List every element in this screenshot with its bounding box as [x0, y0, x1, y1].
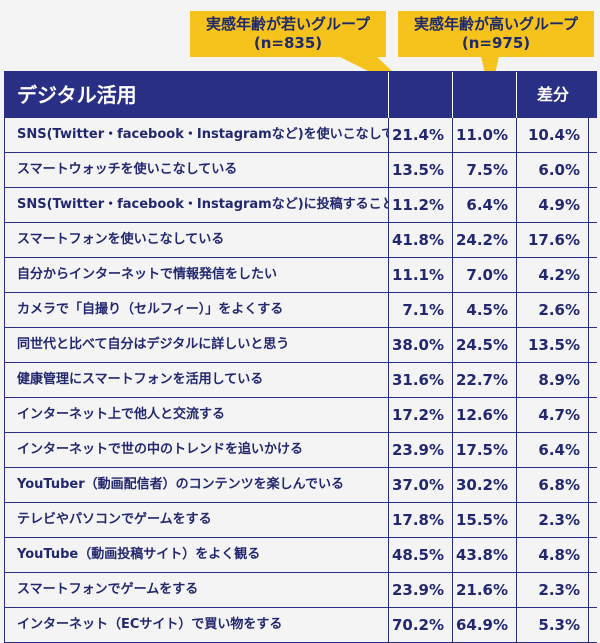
old-value: 11.0% [452, 118, 516, 152]
diff-value: 6.8% [516, 468, 589, 502]
diff-value: 2.6% [516, 293, 589, 327]
row-label: スマートフォンを使いこなしている [17, 232, 225, 247]
diff-value: 5.3% [516, 608, 589, 642]
header-diff: 差分 [516, 72, 589, 118]
table-row: 同世代と比べて自分はデジタルに詳しいと思う 38.0% 24.5% 13.5% [5, 328, 597, 363]
callout-young-title: 実感年齢が若いグループ [205, 15, 371, 33]
young-value: 7.1% [388, 293, 452, 327]
table-title: デジタル活用 [17, 83, 137, 107]
table-row: スマートフォンを使いこなしている 41.8% 24.2% 17.6% [5, 223, 597, 258]
young-value: 38.0% [388, 328, 452, 362]
row-label: インターネット上で他人と交流する [17, 407, 226, 422]
diff-value: 4.8% [516, 538, 589, 572]
young-value: 17.2% [388, 398, 452, 432]
old-value: 30.2% [452, 468, 516, 502]
diff-value: 17.6% [516, 223, 589, 257]
diff-value: 13.5% [516, 328, 589, 362]
old-value: 7.0% [452, 258, 516, 292]
young-value: 21.4% [388, 118, 452, 152]
old-value: 6.4% [452, 188, 516, 222]
table-row: YouTuber（動画配信者）のコンテンツを楽しんでいる 37.0% 30.2% 6.… [5, 468, 597, 503]
table-row: スマートフォンでゲームをする 23.9% 21.6% 2.3% [5, 573, 597, 608]
diff-value: 8.9% [516, 363, 589, 397]
table-row: 自分からインターネットで情報発信をしたい 11.1% 7.0% 4.2% [5, 258, 597, 293]
old-value: 4.5% [452, 293, 516, 327]
row-label: インターネット（ECサイト）で買い物をする [17, 617, 283, 632]
callout-old-title: 実感年齢が高いグループ [413, 15, 579, 33]
callout-young-n: (n=835) [253, 34, 323, 52]
row-label: SNS(Twitter・facebook・Instagramなど)に投稿すること… [17, 197, 388, 212]
row-label: YouTube（動画投稿サイト）をよく観る [17, 547, 261, 562]
row-label: インターネットで世の中のトレンドを追いかける [17, 442, 304, 457]
young-value: 37.0% [388, 468, 452, 502]
callout-old-n: (n=975) [461, 34, 531, 52]
table-row: テレビやパソコンでゲームをする 17.8% 15.5% 2.3% [5, 503, 597, 538]
row-label: 健康管理にスマートフォンを活用している [17, 372, 264, 387]
diff-value: 2.3% [516, 573, 589, 607]
young-value: 17.8% [388, 503, 452, 537]
old-value: 43.8% [452, 538, 516, 572]
table-row: スマートウォッチを使いこなしている 13.5% 7.5% 6.0% [5, 153, 597, 188]
table-row: カメラで「自撮り（セルフィー）」をよくする 7.1% 4.5% 2.6% [5, 293, 597, 328]
young-value: 23.9% [388, 573, 452, 607]
row-label: カメラで「自撮り（セルフィー）」をよくする [17, 302, 284, 317]
young-value: 11.1% [388, 258, 452, 292]
diff-value: 4.7% [516, 398, 589, 432]
header-young-column [388, 72, 452, 118]
diff-value: 4.2% [516, 258, 589, 292]
row-label: テレビやパソコンでゲームをする [17, 512, 212, 527]
young-value: 13.5% [388, 153, 452, 187]
diff-value: 6.4% [516, 433, 589, 467]
table-row: インターネットで世の中のトレンドを追いかける 23.9% 17.5% 6.4% [5, 433, 597, 468]
row-label: 同世代と比べて自分はデジタルに詳しいと思う [17, 337, 290, 352]
old-value: 7.5% [452, 153, 516, 187]
table-row: 健康管理にスマートフォンを活用している 31.6% 22.7% 8.9% [5, 363, 597, 398]
young-value: 11.2% [388, 188, 452, 222]
young-value: 41.8% [388, 223, 452, 257]
young-value: 48.5% [388, 538, 452, 572]
old-value: 21.6% [452, 573, 516, 607]
callout-young-group: 実感年齢が若いグループ (n=835) [190, 11, 386, 57]
old-value: 15.5% [452, 503, 516, 537]
header-old-column [452, 72, 516, 118]
old-value: 17.5% [452, 433, 516, 467]
table-row: SNS(Twitter・facebook・Instagramなど)を使いこなして… [5, 118, 597, 153]
young-value: 70.2% [388, 608, 452, 642]
row-label: スマートフォンでゲームをする [17, 582, 199, 597]
old-value: 22.7% [452, 363, 516, 397]
young-value: 31.6% [388, 363, 452, 397]
table-row: SNS(Twitter・facebook・Instagramなど)に投稿すること… [5, 188, 597, 223]
old-value: 12.6% [452, 398, 516, 432]
row-label: SNS(Twitter・facebook・Instagramなど)を使いこなして… [17, 127, 388, 142]
old-value: 24.5% [452, 328, 516, 362]
row-label: スマートウォッチを使いこなしている [17, 162, 238, 177]
diff-value: 10.4% [516, 118, 589, 152]
old-value: 64.9% [452, 608, 516, 642]
diff-value: 2.3% [516, 503, 589, 537]
old-value: 24.2% [452, 223, 516, 257]
table-body: SNS(Twitter・facebook・Instagramなど)を使いこなして… [5, 118, 597, 643]
table-row: インターネット（ECサイト）で買い物をする 70.2% 64.9% 5.3% [5, 608, 597, 643]
row-label: YouTuber（動画配信者）のコンテンツを楽しんでいる [17, 477, 344, 492]
table-row: インターネット上で他人と交流する 17.2% 12.6% 4.7% [5, 398, 597, 433]
table-row: YouTube（動画投稿サイト）をよく観る 48.5% 43.8% 4.8% [5, 538, 597, 573]
young-value: 23.9% [388, 433, 452, 467]
table-header: デジタル活用 差分 [5, 71, 597, 118]
diff-value: 4.9% [516, 188, 589, 222]
diff-value: 6.0% [516, 153, 589, 187]
callout-old-group: 実感年齢が高いグループ (n=975) [398, 11, 594, 57]
digital-usage-table: デジタル活用 差分 SNS(Twitter・facebook・Instagram… [4, 71, 597, 643]
row-label: 自分からインターネットで情報発信をしたい [17, 267, 278, 282]
